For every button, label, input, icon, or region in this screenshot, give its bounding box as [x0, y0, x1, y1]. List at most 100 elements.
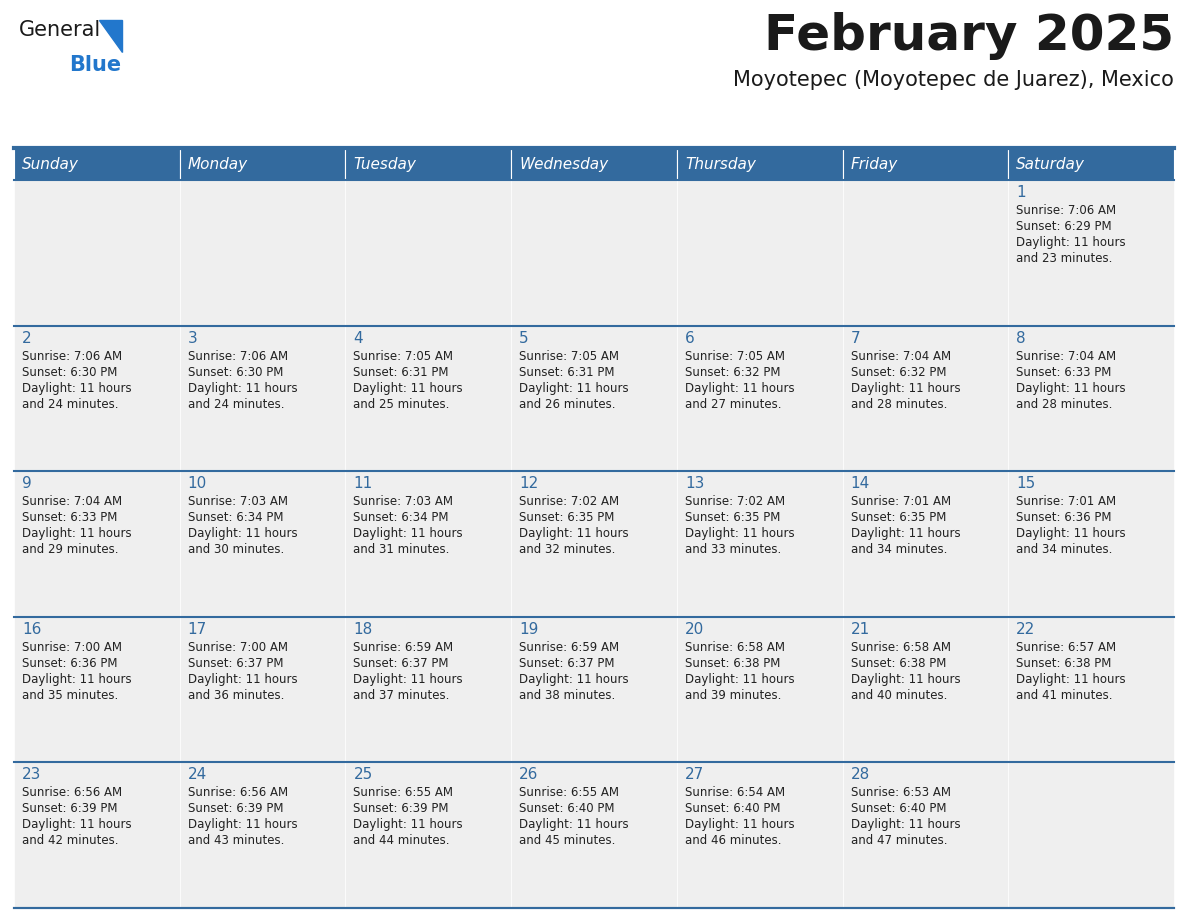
- Text: 8: 8: [1016, 330, 1026, 345]
- Text: 28: 28: [851, 767, 870, 782]
- Text: Sunset: 6:34 PM: Sunset: 6:34 PM: [353, 511, 449, 524]
- Text: Daylight: 11 hours: Daylight: 11 hours: [1016, 527, 1126, 540]
- Bar: [842, 180, 1009, 326]
- Text: Sunset: 6:37 PM: Sunset: 6:37 PM: [188, 656, 283, 670]
- Bar: [842, 148, 1009, 180]
- Text: and 47 minutes.: and 47 minutes.: [851, 834, 947, 847]
- Text: Daylight: 11 hours: Daylight: 11 hours: [1016, 673, 1126, 686]
- Text: Sunrise: 7:06 AM: Sunrise: 7:06 AM: [1016, 204, 1117, 217]
- Text: and 46 minutes.: and 46 minutes.: [684, 834, 782, 847]
- Text: Sunset: 6:32 PM: Sunset: 6:32 PM: [851, 365, 946, 378]
- Text: Sunset: 6:31 PM: Sunset: 6:31 PM: [519, 365, 614, 378]
- Bar: [677, 617, 842, 763]
- Text: 25: 25: [353, 767, 373, 782]
- Text: and 33 minutes.: and 33 minutes.: [684, 543, 781, 556]
- Text: Sunrise: 7:05 AM: Sunrise: 7:05 AM: [353, 350, 454, 363]
- Text: General: General: [19, 20, 101, 40]
- Text: 2: 2: [23, 330, 32, 345]
- Bar: [14, 471, 179, 617]
- Text: Sunset: 6:35 PM: Sunset: 6:35 PM: [851, 511, 946, 524]
- Text: and 34 minutes.: and 34 minutes.: [851, 543, 947, 556]
- Text: Daylight: 11 hours: Daylight: 11 hours: [519, 382, 628, 395]
- Text: Sunrise: 7:00 AM: Sunrise: 7:00 AM: [23, 641, 122, 654]
- Text: 16: 16: [23, 621, 42, 637]
- Text: and 29 minutes.: and 29 minutes.: [23, 543, 119, 556]
- Bar: [511, 326, 677, 471]
- Text: and 40 minutes.: and 40 minutes.: [851, 688, 947, 701]
- Text: Sunset: 6:40 PM: Sunset: 6:40 PM: [519, 802, 614, 815]
- Text: 12: 12: [519, 476, 538, 491]
- Text: and 34 minutes.: and 34 minutes.: [1016, 543, 1113, 556]
- Text: 7: 7: [851, 330, 860, 345]
- Text: Sunrise: 7:05 AM: Sunrise: 7:05 AM: [519, 350, 619, 363]
- Bar: [842, 471, 1009, 617]
- Bar: [842, 326, 1009, 471]
- Text: Sunset: 6:39 PM: Sunset: 6:39 PM: [23, 802, 118, 815]
- Text: and 35 minutes.: and 35 minutes.: [23, 688, 119, 701]
- Bar: [346, 326, 511, 471]
- Text: Sunset: 6:36 PM: Sunset: 6:36 PM: [1016, 511, 1112, 524]
- Text: Sunrise: 7:02 AM: Sunrise: 7:02 AM: [519, 495, 619, 509]
- Text: 18: 18: [353, 621, 373, 637]
- Bar: [346, 148, 511, 180]
- Bar: [179, 326, 346, 471]
- Text: Saturday: Saturday: [1016, 156, 1085, 172]
- Text: Sunrise: 6:53 AM: Sunrise: 6:53 AM: [851, 787, 950, 800]
- Text: Sunset: 6:38 PM: Sunset: 6:38 PM: [1016, 656, 1112, 670]
- Text: and 30 minutes.: and 30 minutes.: [188, 543, 284, 556]
- Text: Sunrise: 7:01 AM: Sunrise: 7:01 AM: [851, 495, 950, 509]
- Text: Sunrise: 6:59 AM: Sunrise: 6:59 AM: [519, 641, 619, 654]
- Text: 27: 27: [684, 767, 704, 782]
- Text: 22: 22: [1016, 621, 1036, 637]
- Text: Sunrise: 6:56 AM: Sunrise: 6:56 AM: [188, 787, 287, 800]
- Text: 11: 11: [353, 476, 373, 491]
- Text: Sunrise: 7:01 AM: Sunrise: 7:01 AM: [1016, 495, 1117, 509]
- Bar: [14, 148, 179, 180]
- Text: Sunset: 6:34 PM: Sunset: 6:34 PM: [188, 511, 283, 524]
- Text: Sunday: Sunday: [23, 156, 78, 172]
- Polygon shape: [99, 20, 122, 52]
- Text: Friday: Friday: [851, 156, 898, 172]
- Text: Daylight: 11 hours: Daylight: 11 hours: [519, 819, 628, 832]
- Text: Wednesday: Wednesday: [519, 156, 608, 172]
- Text: Sunset: 6:32 PM: Sunset: 6:32 PM: [684, 365, 781, 378]
- Text: Sunset: 6:33 PM: Sunset: 6:33 PM: [23, 511, 118, 524]
- Text: and 24 minutes.: and 24 minutes.: [23, 397, 119, 410]
- Text: Sunset: 6:36 PM: Sunset: 6:36 PM: [23, 656, 118, 670]
- Text: Sunset: 6:35 PM: Sunset: 6:35 PM: [684, 511, 781, 524]
- Text: Sunrise: 6:58 AM: Sunrise: 6:58 AM: [684, 641, 785, 654]
- Bar: [14, 326, 179, 471]
- Text: Daylight: 11 hours: Daylight: 11 hours: [851, 819, 960, 832]
- Text: Sunrise: 6:59 AM: Sunrise: 6:59 AM: [353, 641, 454, 654]
- Text: Daylight: 11 hours: Daylight: 11 hours: [851, 673, 960, 686]
- Bar: [1009, 617, 1174, 763]
- Text: Sunset: 6:39 PM: Sunset: 6:39 PM: [353, 802, 449, 815]
- Text: 4: 4: [353, 330, 364, 345]
- Text: 21: 21: [851, 621, 870, 637]
- Text: and 41 minutes.: and 41 minutes.: [1016, 688, 1113, 701]
- Bar: [511, 617, 677, 763]
- Bar: [14, 180, 179, 326]
- Bar: [677, 148, 842, 180]
- Text: Daylight: 11 hours: Daylight: 11 hours: [519, 673, 628, 686]
- Bar: [179, 148, 346, 180]
- Text: Sunrise: 7:04 AM: Sunrise: 7:04 AM: [851, 350, 950, 363]
- Text: Daylight: 11 hours: Daylight: 11 hours: [684, 819, 795, 832]
- Text: Daylight: 11 hours: Daylight: 11 hours: [188, 673, 297, 686]
- Text: Daylight: 11 hours: Daylight: 11 hours: [1016, 236, 1126, 249]
- Bar: [842, 763, 1009, 908]
- Text: 23: 23: [23, 767, 42, 782]
- Text: 26: 26: [519, 767, 538, 782]
- Text: Daylight: 11 hours: Daylight: 11 hours: [519, 527, 628, 540]
- Text: and 28 minutes.: and 28 minutes.: [851, 397, 947, 410]
- Text: Daylight: 11 hours: Daylight: 11 hours: [851, 382, 960, 395]
- Text: Daylight: 11 hours: Daylight: 11 hours: [353, 673, 463, 686]
- Text: Daylight: 11 hours: Daylight: 11 hours: [188, 382, 297, 395]
- Bar: [1009, 148, 1174, 180]
- Text: Sunset: 6:30 PM: Sunset: 6:30 PM: [188, 365, 283, 378]
- Text: Daylight: 11 hours: Daylight: 11 hours: [23, 673, 132, 686]
- Text: Sunset: 6:38 PM: Sunset: 6:38 PM: [684, 656, 781, 670]
- Text: Sunset: 6:30 PM: Sunset: 6:30 PM: [23, 365, 118, 378]
- Bar: [511, 471, 677, 617]
- Text: Daylight: 11 hours: Daylight: 11 hours: [851, 527, 960, 540]
